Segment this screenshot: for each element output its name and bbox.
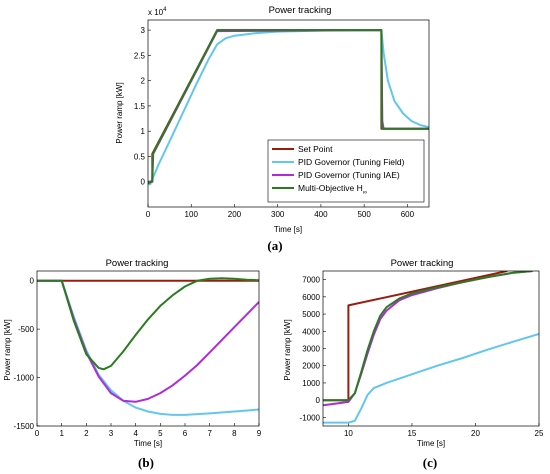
panel-a-ytick-label: 0: [141, 178, 146, 187]
panel-a-xtick-label: 0: [146, 210, 151, 219]
panel-c-xtick-label: 20: [471, 429, 480, 438]
panel-b-xtick-label: 6: [183, 429, 188, 438]
panel-b: Power tracking 0 1 2 3 4 5 6 7 8 9 0 -500 -1000 -1500…: [3, 258, 262, 470]
panel-c-ylabel: Power ramp [kW]: [283, 319, 292, 380]
legend-label-set-point: Set Point: [298, 144, 333, 154]
panel-b-series-multi-objective: [37, 277, 259, 371]
panel-c-caption: (c): [423, 455, 437, 470]
panel-c-ticks: 10 15 20 25 -1000 0 1000 2000 3000 4000 5000 6000 70…: [300, 276, 544, 438]
panel-b-xtick-label: 9: [257, 429, 262, 438]
panel-a-axes-box: [147, 19, 430, 208]
panel-a-series-multi-objective: [148, 29, 429, 185]
panel-a-xtick-label: 300: [271, 210, 285, 219]
panel-a-series: [148, 29, 429, 186]
panel-a-ytick-label: 1: [141, 127, 146, 136]
panel-a-series-pid-field: [148, 29, 429, 186]
panel-b-caption: (b): [138, 455, 154, 470]
panel-a-ytick-label: 2: [141, 77, 146, 86]
panel-a-xtick-label: 600: [401, 210, 415, 219]
panel-a-ytick-label: 3: [141, 26, 146, 35]
panel-b-xtick-label: 3: [109, 429, 114, 438]
panel-a-exponent: x 104: [148, 7, 167, 17]
legend-box: [267, 139, 425, 203]
panel-c-ytick-label: 6000: [302, 293, 320, 302]
panel-c-series-pid-iae: [323, 271, 533, 407]
panel-b-title: Power tracking: [106, 258, 169, 269]
panel-b-xtick-label: 8: [232, 429, 237, 438]
panel-c-ytick-label: 3000: [302, 345, 320, 354]
legend-label-pid-field: PID Governor (Tuning Field): [298, 157, 405, 167]
panel-c-xtick-label: 10: [344, 429, 353, 438]
panel-c-series-pid-field: [323, 332, 539, 424]
panel-a-xlabel: Time [s]: [274, 225, 302, 234]
panel-b-ytick-label: 0: [30, 277, 35, 286]
panel-b-xtick-label: 2: [84, 429, 89, 438]
panel-c-ytick-label: 1000: [302, 379, 320, 388]
panel-b-xtick-label: 7: [207, 429, 212, 438]
legend-label-pid-iae: PID Governor (Tuning IAE): [298, 170, 400, 180]
panel-a-title: Power tracking: [269, 5, 332, 16]
panel-c-series-set-point: [323, 271, 508, 402]
panel-b-ytick-label: -500: [18, 325, 35, 334]
panel-c-title: Power tracking: [391, 258, 454, 269]
panel-c-ytick-label: 5000: [302, 310, 320, 319]
panel-a-xtick-label: 200: [228, 210, 242, 219]
legend-label-multi-objective: Multi-Objective H∞: [298, 183, 367, 196]
panel-b-axes-box: [36, 270, 260, 427]
panel-b-series-pid-iae: [37, 279, 259, 403]
panel-c-ytick-label: 0: [316, 396, 321, 405]
panel-a-caption: (a): [267, 238, 282, 253]
panel-a-legend: Set Point PID Governor (Tuning Field) PI…: [267, 139, 425, 203]
panel-c-series: [323, 271, 539, 424]
panel-b-series-pid-field: [37, 279, 259, 416]
panel-c-axes-box: [322, 270, 540, 427]
panel-c-xlabel: Time [s]: [417, 439, 445, 448]
panel-a-ytick-label: 2.5: [134, 51, 146, 60]
panel-a: Power tracking x 104 0 100 200 300 400 500 600…: [115, 5, 430, 253]
panel-a-xtick-label: 500: [357, 210, 371, 219]
panel-a-ytick-label: 0.5: [134, 152, 146, 161]
panel-c-xtick-label: 15: [407, 429, 416, 438]
panel-b-xtick-label: 0: [35, 429, 40, 438]
panel-b-ytick-label: -1000: [14, 374, 35, 383]
panel-c-ytick-label: -1000: [300, 413, 321, 422]
panel-c-ytick-label: 7000: [302, 276, 320, 285]
panel-a-ytick-label: 1.5: [134, 102, 146, 111]
panel-a-xtick-label: 100: [185, 210, 199, 219]
panel-b-xtick-label: 1: [59, 429, 64, 438]
panel-b-xtick-label: 5: [158, 429, 163, 438]
panel-b-ytick-label: -1500: [14, 422, 35, 431]
panel-c-ytick-label: 4000: [302, 327, 320, 336]
panel-b-xtick-label: 4: [133, 429, 138, 438]
panel-b-xlabel: Time [s]: [134, 439, 162, 448]
panel-a-xtick-label: 400: [314, 210, 328, 219]
panel-b-series: [37, 277, 259, 416]
panel-b-ticks: 0 1 2 3 4 5 6 7 8 9 0 -500 -1000 -1500: [14, 277, 262, 438]
panel-a-ylabel: Power ramp [kW]: [115, 82, 124, 143]
panel-c-series-multi-objective: [323, 271, 533, 402]
panel-c: Power tracking 10 15 20 25 -1000 0 1000 2000 300…: [283, 258, 544, 470]
panel-a-ticks: 0 100 200 300 400 500 600 0 0.5 1 1.5 2 2.5 3: [134, 26, 415, 219]
panel-b-ylabel: Power ramp [kW]: [3, 319, 12, 380]
panel-c-xtick-label: 25: [535, 429, 544, 438]
panel-c-ytick-label: 2000: [302, 362, 320, 371]
